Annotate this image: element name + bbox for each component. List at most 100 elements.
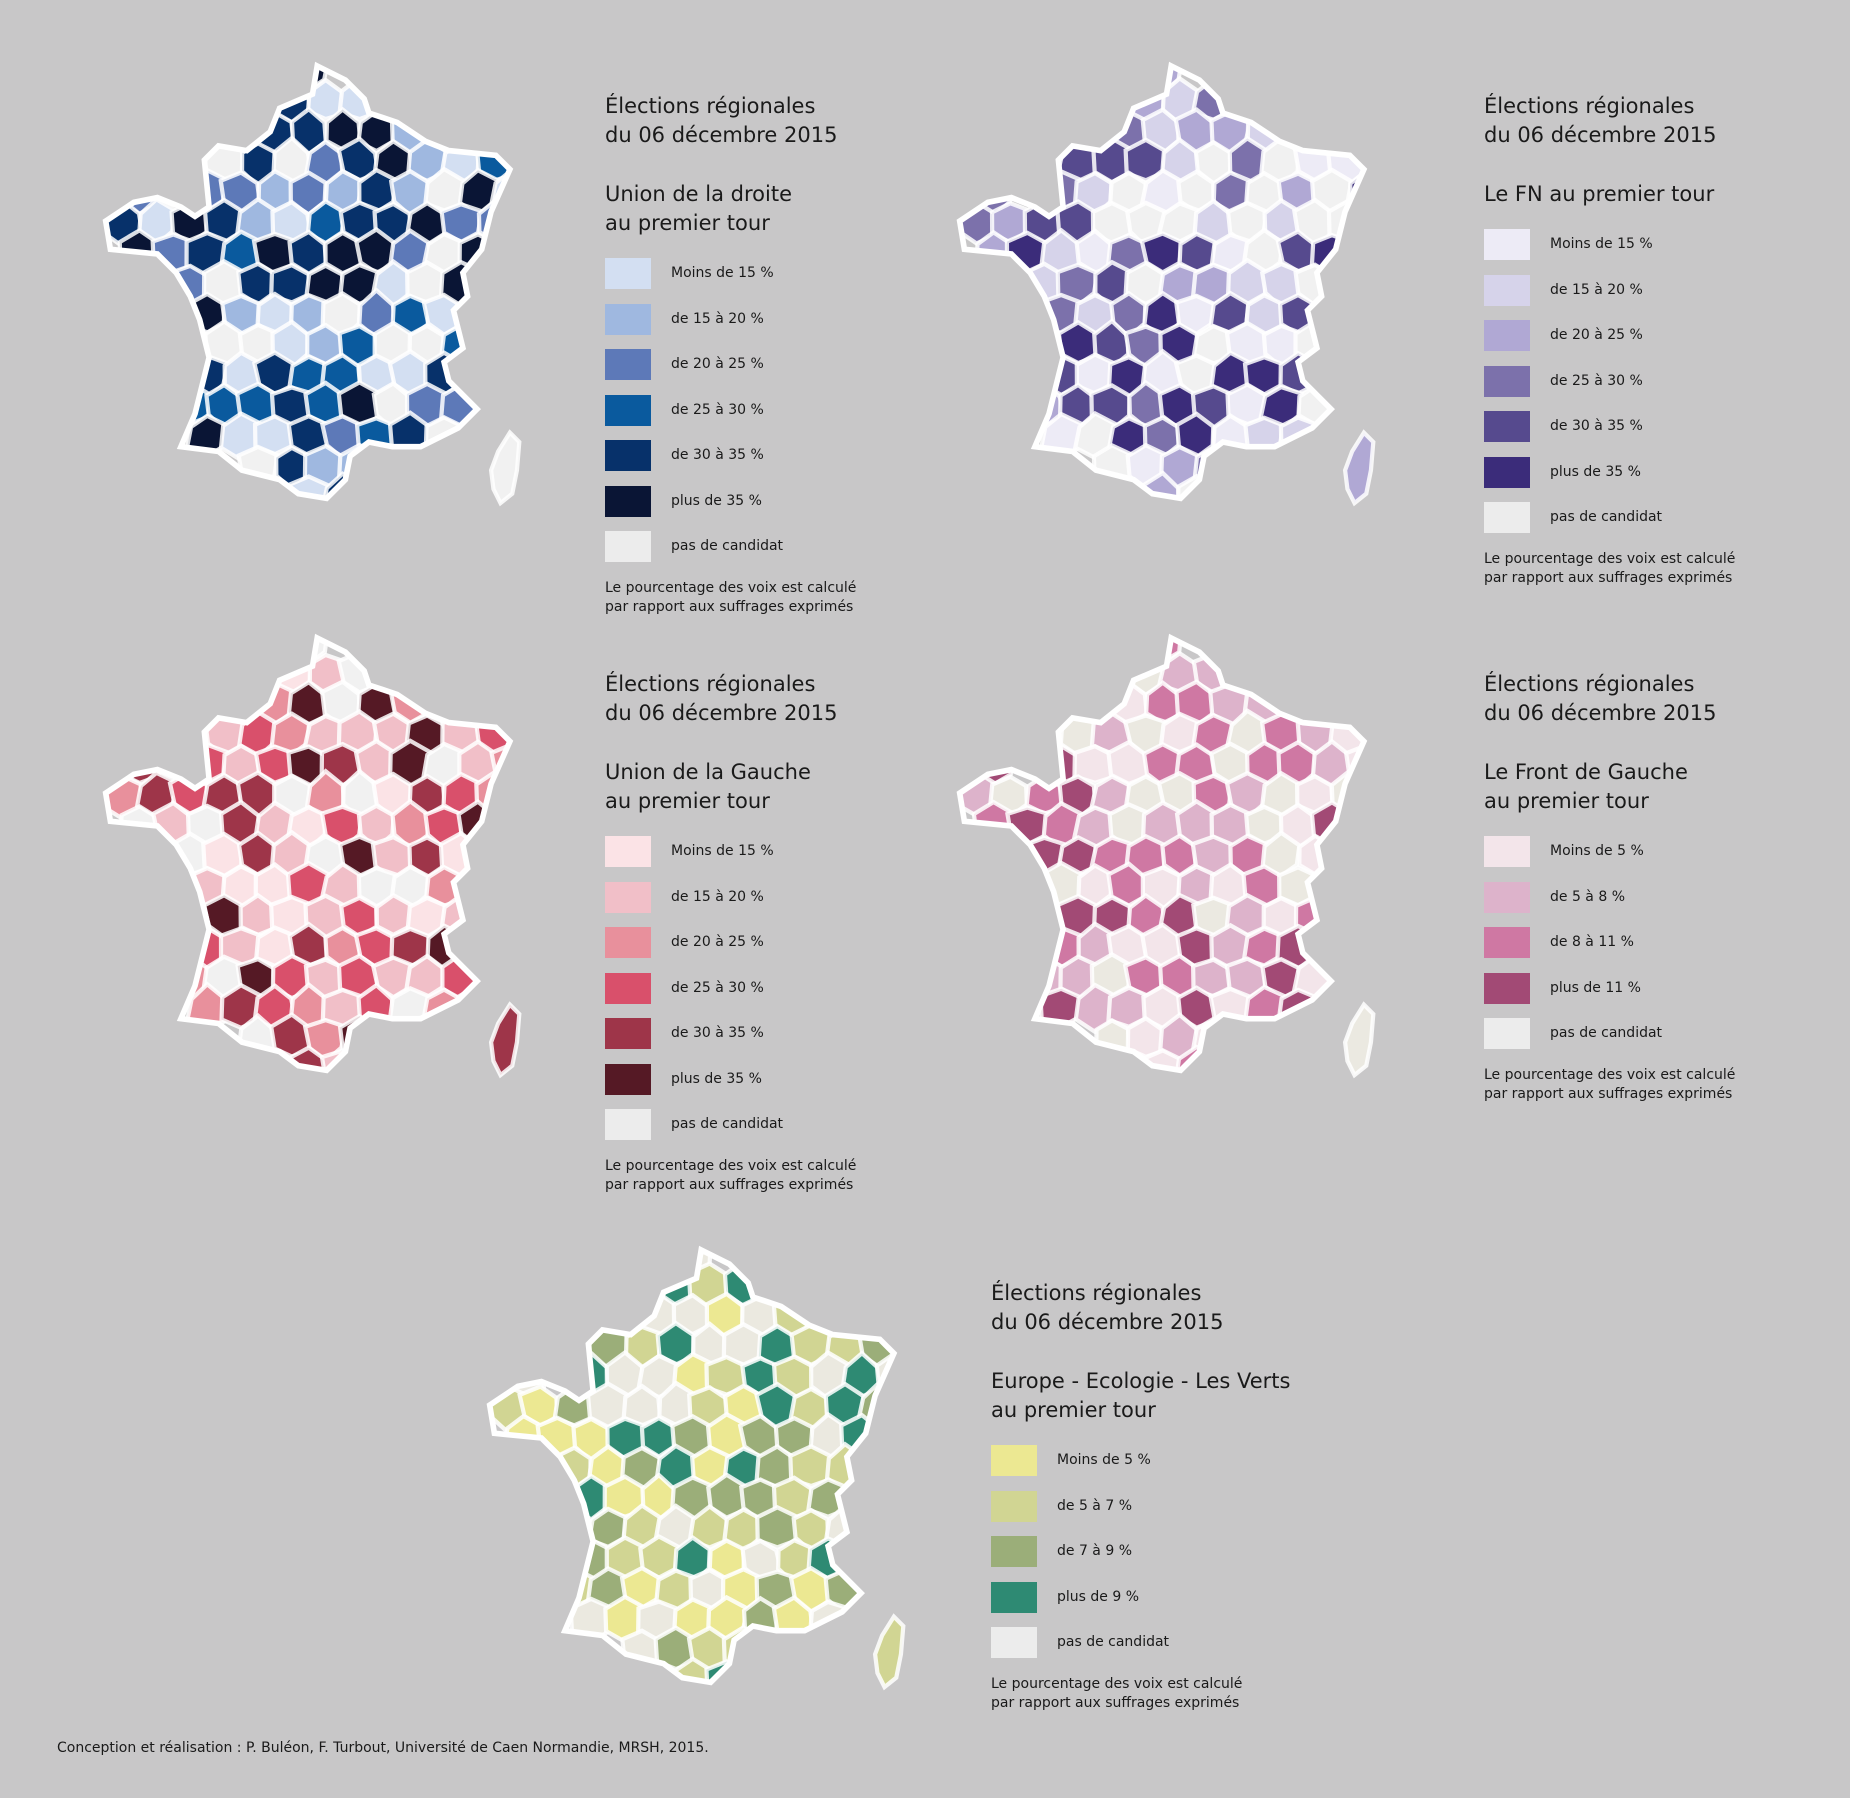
- legend-entry: de 15 à 20 %: [1484, 274, 1735, 321]
- legend-swatch: [1484, 365, 1530, 397]
- legend-entry: de 25 à 30 %: [605, 394, 856, 441]
- department: [387, 410, 431, 460]
- legend-entry: de 5 à 7 %: [991, 1490, 1290, 1537]
- legend-entries: Moins de 15 % de 15 à 20 % de 20 à 25 % …: [605, 836, 856, 1155]
- legend-label: pas de candidat: [671, 538, 784, 554]
- legend-label: pas de candidat: [1057, 1634, 1170, 1650]
- legend-label: plus de 35 %: [671, 1070, 762, 1087]
- legend-gauche: Élections régionales du 06 décembre 2015 …: [605, 670, 856, 1195]
- legend-label: Moins de 5 %: [1550, 843, 1644, 859]
- legend-label: pas de candidat: [671, 1116, 784, 1132]
- france-outline: [102, 61, 514, 502]
- legend-fn: Élections régionales du 06 décembre 2015 …: [1484, 92, 1735, 588]
- legend-label: de 15 à 20 %: [671, 310, 764, 327]
- legend-label: Moins de 15 %: [671, 843, 774, 859]
- legend-swatch: [1484, 411, 1530, 442]
- legend-label: Moins de 15 %: [1550, 236, 1653, 252]
- corsica: [872, 1613, 906, 1691]
- legend-entry: de 7 à 9 %: [991, 1536, 1290, 1582]
- legend-entries: Moins de 5 % de 5 à 7 % de 7 à 9 % plus …: [991, 1445, 1290, 1673]
- legend-entry: plus de 9 %: [991, 1581, 1290, 1628]
- map-title: Élections régionales du 06 décembre 2015: [605, 94, 838, 147]
- legend-label: plus de 9 %: [1057, 1588, 1140, 1605]
- legend-label: plus de 35 %: [1550, 463, 1641, 480]
- legend-entries: Moins de 15 % de 15 à 20 % de 20 à 25 % …: [1484, 229, 1735, 548]
- france-map-fdg: [956, 633, 1376, 1079]
- legend-droite: Élections régionales du 06 décembre 2015 …: [605, 92, 856, 617]
- legend-swatch: [991, 1536, 1037, 1567]
- legend-swatch: [991, 1445, 1037, 1476]
- legend-swatch: [1484, 502, 1530, 533]
- legend-entry: pas de candidat: [605, 531, 856, 577]
- legend-eelv: Élections régionales du 06 décembre 2015 …: [991, 1279, 1290, 1713]
- legend-swatch: [605, 1018, 651, 1049]
- legend-label: Moins de 5 %: [1057, 1452, 1151, 1468]
- legend-swatch: [605, 1063, 651, 1095]
- legend-swatch: [991, 1627, 1037, 1658]
- legend-label: Moins de 15 %: [671, 265, 774, 281]
- legend-swatch: [605, 1109, 651, 1140]
- map-subtitle: Union de la droite au premier tour: [605, 182, 792, 235]
- legend-label: de 25 à 30 %: [671, 979, 764, 996]
- legend-swatch: [1484, 1018, 1530, 1049]
- map-subtitle: Union de la Gauche au premier tour: [605, 760, 811, 813]
- map-title: Élections régionales du 06 décembre 2015: [1484, 94, 1717, 147]
- legend-label: de 15 à 20 %: [1550, 281, 1643, 298]
- legend-swatch: [605, 349, 651, 380]
- map-title: Élections régionales du 06 décembre 2015: [605, 672, 838, 725]
- map-title: Élections régionales du 06 décembre 2015: [991, 1281, 1224, 1334]
- legend-swatch: [605, 531, 651, 562]
- legend-entry: plus de 35 %: [605, 1063, 856, 1110]
- legend-entry: Moins de 5 %: [1484, 836, 1735, 882]
- legend-swatch: [1484, 320, 1530, 351]
- legend-label: de 25 à 30 %: [671, 401, 764, 418]
- legend-swatch: [605, 303, 651, 335]
- legend-entries: Moins de 15 % de 15 à 20 % de 20 à 25 % …: [605, 258, 856, 577]
- legend-swatch: [1484, 972, 1530, 1004]
- legend-entry: plus de 35 %: [605, 485, 856, 532]
- map-subtitle: Europe - Ecologie - Les Verts au premier …: [991, 1369, 1291, 1422]
- legend-entry: plus de 11 %: [1484, 972, 1735, 1019]
- legend-entry: de 20 à 25 %: [605, 349, 856, 395]
- legend-note: Le pourcentage des voix est calculé par r…: [605, 1157, 857, 1193]
- legend-label: de 20 à 25 %: [671, 934, 764, 950]
- legend-entry: pas de candidat: [1484, 1018, 1735, 1064]
- legend-label: de 25 à 30 %: [1550, 372, 1643, 389]
- map-subtitle: Le Front de Gauche au premier tour: [1484, 760, 1688, 813]
- legend-entry: de 15 à 20 %: [605, 303, 856, 350]
- legend-entry: pas de candidat: [605, 1109, 856, 1155]
- legend-entry: Moins de 15 %: [605, 258, 856, 304]
- legend-entry: Moins de 5 %: [991, 1445, 1290, 1491]
- legend-entry: de 15 à 20 %: [605, 881, 856, 928]
- map-subtitle: Le FN au premier tour: [1484, 182, 1715, 206]
- legend-note: Le pourcentage des voix est calculé par r…: [605, 579, 857, 615]
- corsica: [1342, 429, 1376, 507]
- legend-swatch: [605, 836, 651, 867]
- legend-entry: de 20 à 25 %: [1484, 320, 1735, 366]
- department: [1094, 1017, 1132, 1061]
- legend-entry: pas de candidat: [1484, 502, 1735, 548]
- corsica: [1342, 1001, 1376, 1079]
- legend-entry: de 30 à 35 %: [1484, 411, 1735, 457]
- france-outline: [486, 1245, 898, 1686]
- legend-note: Le pourcentage des voix est calculé par r…: [1484, 1066, 1736, 1102]
- department: [741, 1595, 782, 1647]
- legend-entry: de 5 à 8 %: [1484, 881, 1735, 928]
- legend-swatch: [991, 1490, 1037, 1522]
- legend-swatch: [605, 927, 651, 958]
- legend-label: de 8 à 11 %: [1550, 934, 1634, 950]
- legend-swatch: [605, 485, 651, 517]
- legend-swatch: [1484, 229, 1530, 260]
- departments-layer: [105, 638, 510, 1071]
- legend-label: de 5 à 8 %: [1550, 888, 1625, 905]
- corsica: [488, 429, 522, 507]
- map-title: Élections régionales du 06 décembre 2015: [1484, 672, 1717, 725]
- legend-swatch: [605, 258, 651, 289]
- legend-swatch: [991, 1581, 1037, 1613]
- legend-label: de 15 à 20 %: [671, 888, 764, 905]
- legend-note: Le pourcentage des voix est calculé par r…: [991, 1675, 1243, 1711]
- corsica: [488, 1001, 522, 1079]
- legend-label: plus de 11 %: [1550, 979, 1641, 996]
- france-outline: [102, 633, 514, 1074]
- legend-entry: Moins de 15 %: [1484, 229, 1735, 275]
